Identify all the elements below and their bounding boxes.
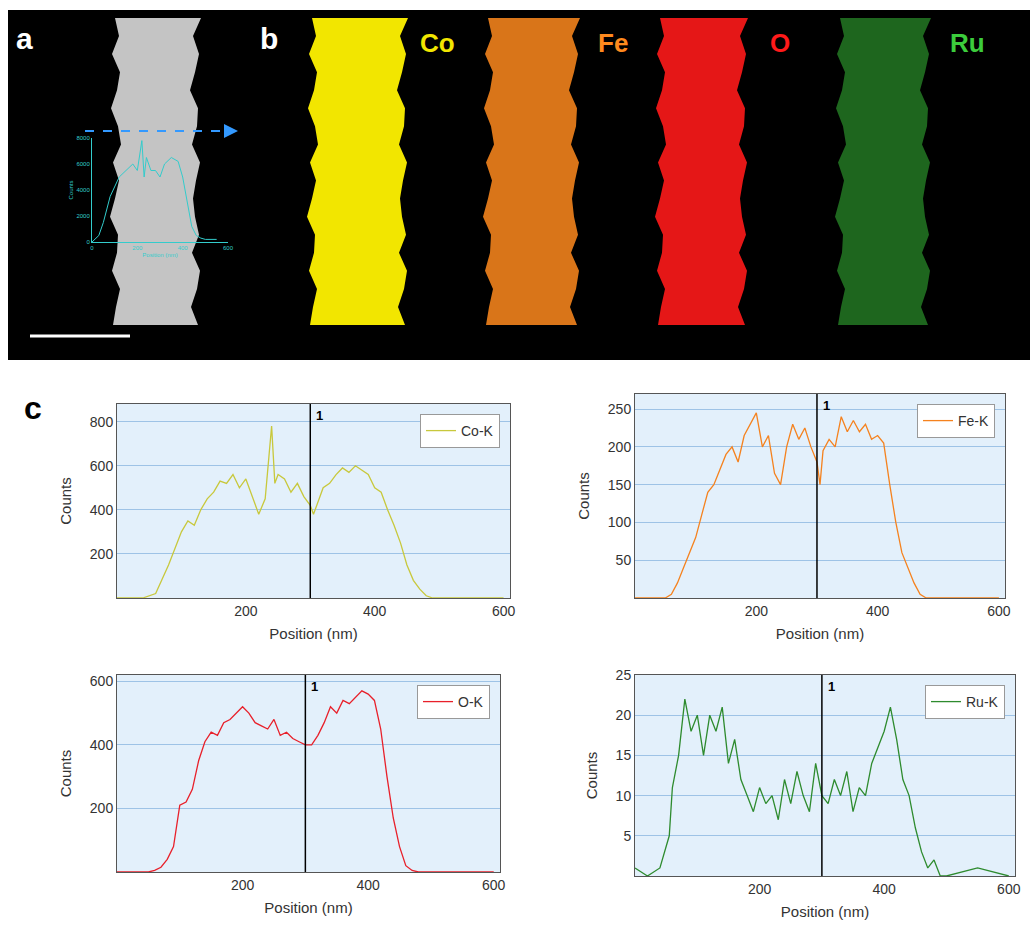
svg-text:400: 400 xyxy=(873,881,897,897)
svg-text:25: 25 xyxy=(616,667,632,683)
svg-text:O: O xyxy=(770,28,790,58)
svg-text:400: 400 xyxy=(90,737,114,753)
svg-text:10: 10 xyxy=(616,788,632,804)
svg-text:6000: 6000 xyxy=(76,161,90,167)
svg-text:200: 200 xyxy=(90,800,114,816)
svg-text:Co-K: Co-K xyxy=(461,423,494,439)
svg-text:250: 250 xyxy=(608,401,632,417)
svg-text:20: 20 xyxy=(616,707,632,723)
svg-text:600: 600 xyxy=(90,458,114,474)
svg-text:600: 600 xyxy=(997,881,1021,897)
svg-text:1: 1 xyxy=(828,679,835,694)
svg-text:Counts: Counts xyxy=(57,750,74,798)
svg-text:Position (nm): Position (nm) xyxy=(264,899,352,916)
svg-text:2000: 2000 xyxy=(76,213,90,219)
svg-text:Co: Co xyxy=(420,28,455,58)
svg-text:400: 400 xyxy=(90,502,114,518)
svg-text:c: c xyxy=(24,390,42,426)
svg-text:Ru: Ru xyxy=(950,28,985,58)
svg-text:Position (nm): Position (nm) xyxy=(269,625,357,642)
svg-text:200: 200 xyxy=(745,603,769,619)
svg-text:200: 200 xyxy=(132,245,143,251)
svg-text:0: 0 xyxy=(86,239,90,245)
svg-text:600: 600 xyxy=(482,877,506,893)
svg-text:200: 200 xyxy=(748,881,772,897)
svg-text:600: 600 xyxy=(987,603,1011,619)
svg-text:Counts: Counts xyxy=(68,180,74,199)
svg-text:100: 100 xyxy=(608,514,632,530)
svg-text:600: 600 xyxy=(90,673,114,689)
svg-text:400: 400 xyxy=(363,603,387,619)
svg-text:Fe: Fe xyxy=(598,28,628,58)
svg-text:200: 200 xyxy=(234,603,258,619)
svg-text:400: 400 xyxy=(866,603,890,619)
svg-text:Counts: Counts xyxy=(57,477,74,525)
svg-text:1: 1 xyxy=(823,398,830,413)
svg-text:1: 1 xyxy=(316,408,323,423)
svg-text:200: 200 xyxy=(90,546,114,562)
svg-text:600: 600 xyxy=(223,245,234,251)
svg-text:400: 400 xyxy=(178,245,189,251)
svg-text:5: 5 xyxy=(623,828,631,844)
svg-text:Ru-K: Ru-K xyxy=(966,694,999,710)
svg-text:150: 150 xyxy=(608,477,632,493)
svg-text:1: 1 xyxy=(311,679,318,694)
svg-text:600: 600 xyxy=(492,603,516,619)
svg-text:15: 15 xyxy=(616,747,632,763)
svg-text:200: 200 xyxy=(608,439,632,455)
svg-text:4000: 4000 xyxy=(76,187,90,193)
svg-text:Position (nm): Position (nm) xyxy=(142,252,177,258)
svg-text:Counts: Counts xyxy=(583,752,600,800)
svg-text:Fe-K: Fe-K xyxy=(958,413,989,429)
svg-text:a: a xyxy=(16,22,33,55)
svg-text:200: 200 xyxy=(231,877,255,893)
svg-text:0: 0 xyxy=(90,245,94,251)
svg-text:8000: 8000 xyxy=(76,135,90,141)
svg-text:Position (nm): Position (nm) xyxy=(781,903,869,920)
svg-text:800: 800 xyxy=(90,414,114,430)
svg-text:400: 400 xyxy=(356,877,380,893)
svg-text:50: 50 xyxy=(616,552,632,568)
svg-text:b: b xyxy=(260,22,278,55)
svg-text:Position (nm): Position (nm) xyxy=(776,625,864,642)
svg-text:Counts: Counts xyxy=(575,472,592,520)
svg-text:O-K: O-K xyxy=(458,694,484,710)
